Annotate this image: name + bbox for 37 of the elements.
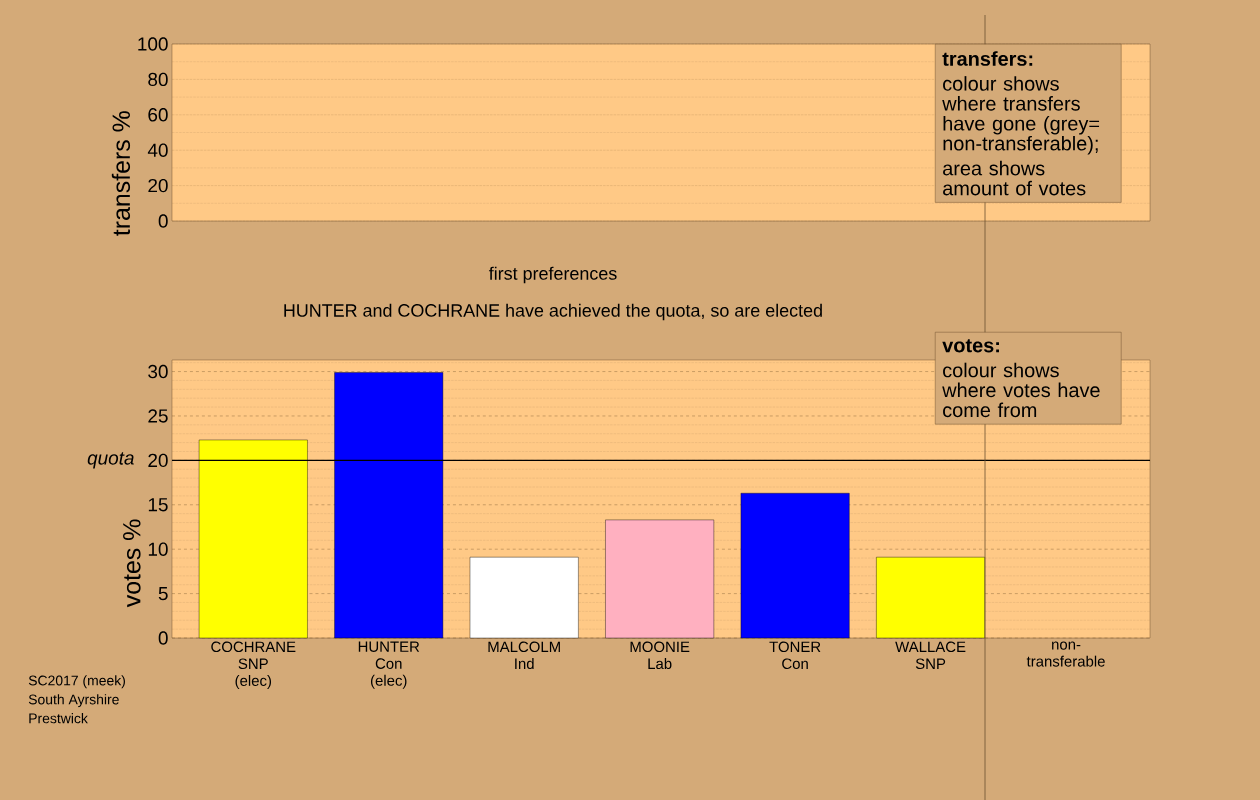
text: South Ayrshire	[28, 694, 119, 708]
y-tick-label: 30	[148, 364, 168, 379]
x-tick-label: MOONIE Lab	[630, 641, 690, 670]
x-tick-label: HUNTER Con (elec)	[358, 641, 420, 689]
y-tick-label: 0	[158, 631, 168, 645]
annotation: transfers:	[942, 51, 1033, 66]
text: SC2017 (meek)	[28, 675, 125, 689]
y-tick-label: 25	[148, 409, 168, 423]
x-tick-label: TONER Con	[769, 641, 821, 670]
y-tick-label: 20	[148, 178, 168, 193]
y-tick-label: 5	[158, 587, 168, 601]
x-tick-label: non-transferable	[1026, 641, 1105, 667]
y-tick-label: 100	[138, 37, 168, 51]
x-tick-label: COCHRANE SNP (elec)	[211, 641, 296, 689]
text: Prestwick	[29, 713, 88, 724]
chart-subtitle: HUNTER and COCHRANE have achieved the quota, so are elected	[284, 303, 822, 321]
bar	[605, 519, 715, 639]
y-tick-label: 0	[158, 214, 168, 228]
x-tick-label: WALLACE SNP	[895, 641, 966, 670]
y-tick-label: 10	[148, 542, 168, 556]
y-tick-label: 40	[147, 143, 168, 157]
x-tick-label: MALCOLM Ind	[488, 641, 560, 670]
y-tick-label: 80	[148, 72, 168, 87]
bar	[740, 493, 850, 639]
y-tick-label: 20	[148, 453, 168, 468]
y-tick-label: 60	[148, 108, 168, 122]
text: votes:	[942, 339, 999, 353]
annotation: colour shows where votes have come from	[942, 362, 1100, 418]
ref-line-label: quota	[87, 452, 134, 469]
annotation: area shows amount of votes	[943, 160, 1086, 196]
y-axis-title: votes %	[123, 519, 141, 608]
bar	[876, 556, 985, 639]
chart-title: first preferences	[488, 266, 617, 284]
annotation: colour shows where transfers have gone (grey= non-transferable);	[942, 76, 1100, 155]
y-axis-title: transfers %	[111, 111, 131, 236]
y-tick-label: 15	[148, 498, 168, 512]
bar	[469, 556, 579, 639]
